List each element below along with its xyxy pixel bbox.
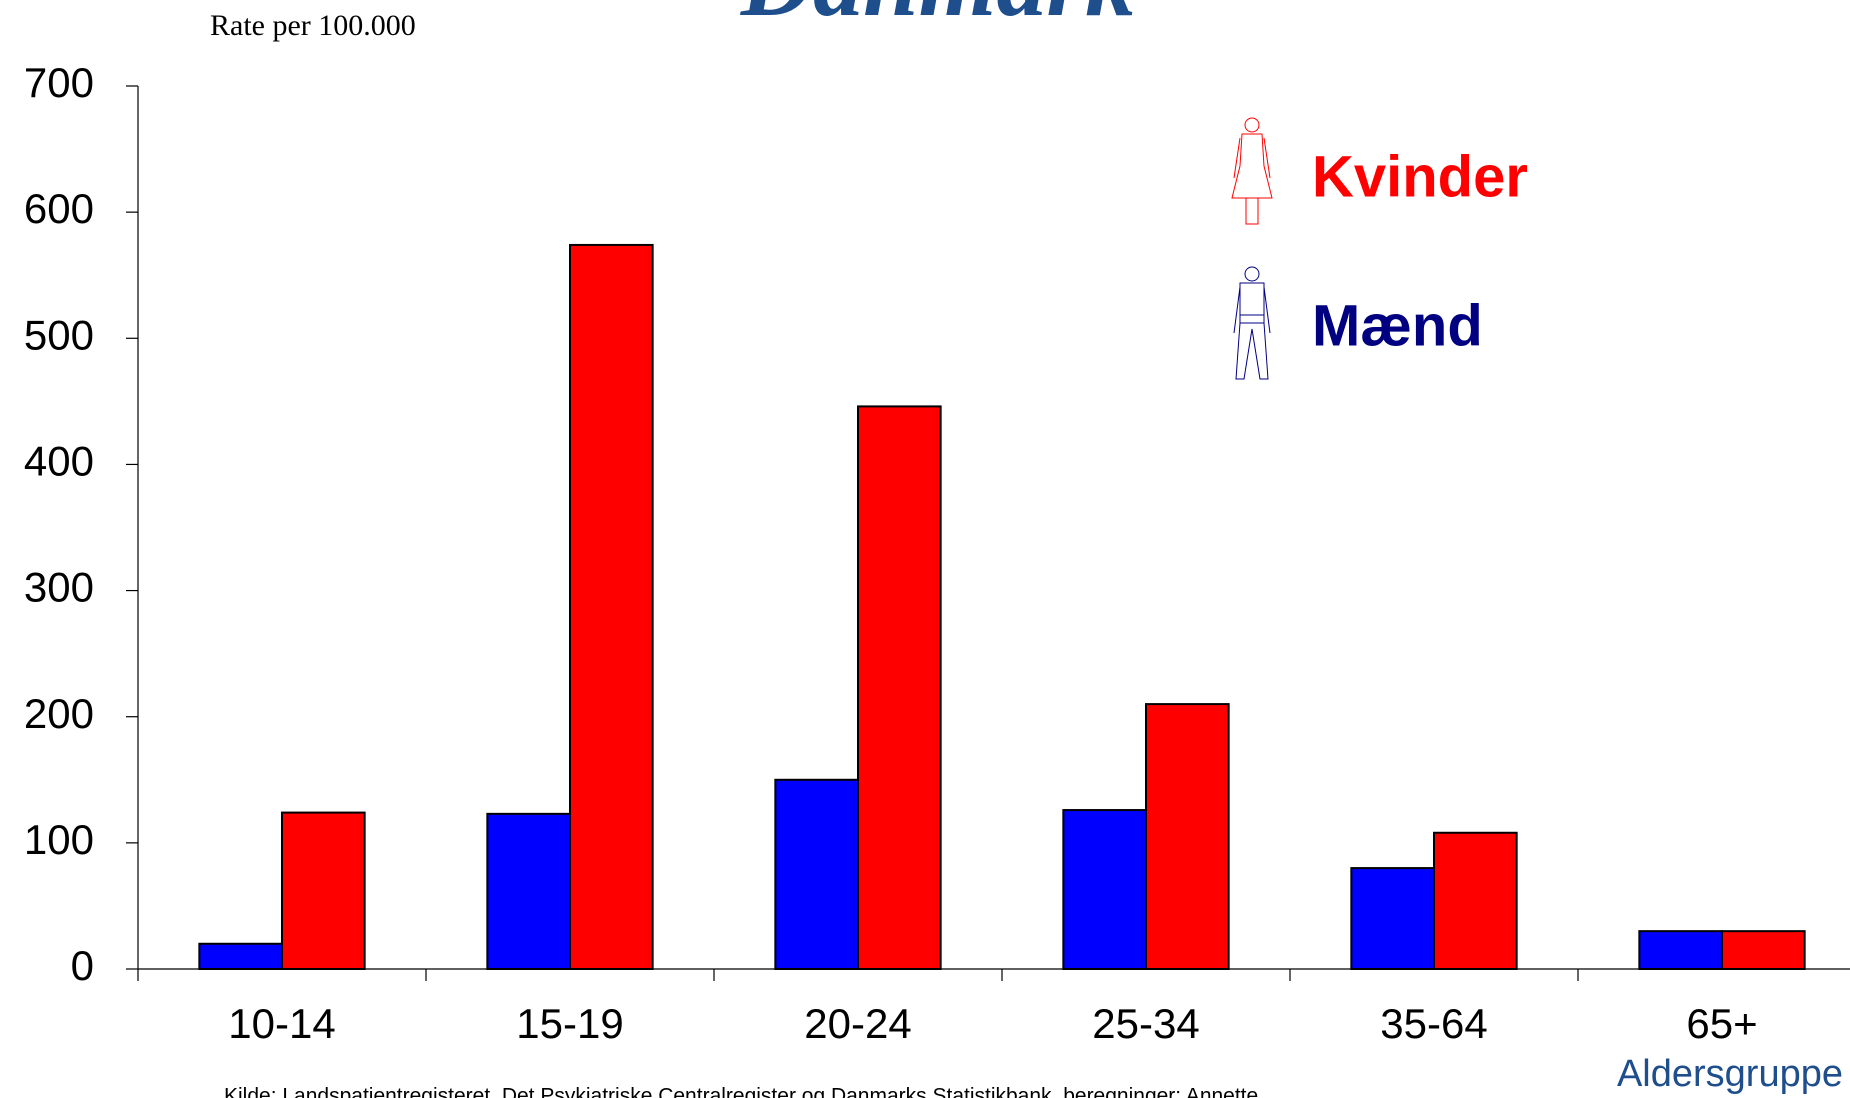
- bar: [857, 405, 942, 971]
- bar: [486, 812, 571, 971]
- y-tick-label: 300: [24, 564, 94, 611]
- y-tick-label: 0: [71, 942, 94, 989]
- y-tick-label: 400: [24, 438, 94, 485]
- x-axis-label: Aldersgruppe: [1617, 1053, 1843, 1095]
- x-tick-label: 65+: [1686, 1000, 1757, 1047]
- bar: [281, 811, 366, 971]
- bar: [1433, 831, 1518, 970]
- x-tick-label: 10-14: [228, 1000, 335, 1047]
- x-tick-label: 35-64: [1380, 1000, 1487, 1047]
- bar: [1638, 930, 1723, 971]
- legend-label: Kvinder: [1312, 144, 1528, 209]
- legend-icon: [1244, 117, 1260, 133]
- y-tick-label: 100: [24, 816, 94, 863]
- legend-icon: [1233, 282, 1271, 380]
- bar: [1062, 809, 1147, 970]
- bar: [1350, 867, 1435, 970]
- y-axis-label: Rate per 100.000: [210, 9, 416, 42]
- y-tick-label: 200: [24, 690, 94, 737]
- bar: [198, 942, 283, 970]
- x-tick-label: 25-34: [1092, 1000, 1199, 1047]
- legend-label: Mænd: [1312, 293, 1483, 358]
- y-tick-label: 500: [24, 311, 94, 358]
- y-tick-label: 700: [24, 59, 94, 106]
- chart-title: Danmark: [740, 0, 1136, 37]
- x-tick-label: 20-24: [804, 1000, 911, 1047]
- legend-icon: [1244, 266, 1260, 282]
- source-note: Kilde: Landspatientregisteret, Det Psyki…: [224, 1085, 1258, 1098]
- bar: [774, 778, 859, 970]
- x-tick-label: 15-19: [516, 1000, 623, 1047]
- bar: [1145, 703, 1230, 970]
- bar: [1721, 930, 1806, 971]
- legend-icon: [1231, 133, 1273, 225]
- bar: [569, 243, 654, 970]
- y-tick-label: 600: [24, 185, 94, 232]
